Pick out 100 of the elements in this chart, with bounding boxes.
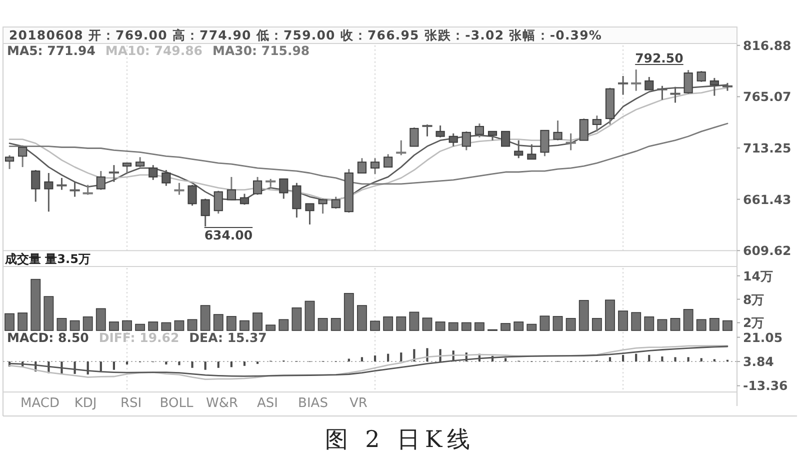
bar (387, 354, 390, 362)
bar (631, 312, 642, 331)
y-tick-label: 2万 (743, 315, 765, 330)
bar (213, 314, 224, 331)
bar (360, 357, 364, 362)
bar (370, 320, 380, 331)
bar (409, 312, 420, 331)
text: VR (350, 396, 368, 411)
bar (661, 356, 664, 362)
bar (70, 320, 80, 331)
bar (461, 322, 472, 331)
bar (226, 316, 236, 331)
y-tick-label: 609.62 (743, 243, 792, 258)
bar (709, 318, 720, 331)
bar (540, 316, 550, 331)
bar (18, 312, 28, 331)
bar (687, 357, 690, 362)
y-tick-label: 661.43 (743, 192, 792, 207)
bar (243, 362, 246, 366)
bar (504, 358, 507, 362)
bar (191, 362, 194, 368)
bar (178, 362, 180, 366)
bar (4, 313, 14, 331)
bar (400, 352, 402, 362)
bar (122, 320, 132, 331)
text: 图 2 日K线 (324, 427, 476, 453)
bar (165, 362, 168, 364)
bar (278, 319, 289, 331)
text: W&R (206, 396, 238, 411)
bar (240, 320, 250, 331)
bar (448, 322, 458, 331)
bar (230, 362, 232, 368)
bar (435, 322, 446, 331)
y-tick-label: 14万 (743, 268, 774, 284)
bar (60, 362, 63, 374)
text: BOLL (160, 396, 194, 411)
text: RSI (120, 396, 142, 411)
bar (292, 307, 302, 331)
bar (217, 362, 220, 368)
line-series (8, 122, 728, 185)
y-tick-label: 713.25 (743, 140, 792, 156)
y-tick-label: 3.84 (743, 354, 774, 370)
bar (648, 354, 650, 362)
note: 792.50 (634, 50, 684, 66)
bar (683, 309, 694, 331)
bar (96, 308, 106, 331)
bar (374, 355, 376, 362)
legend: MACD: 8.50 DIFF: 19.62 DEA: 15.37 (7, 330, 267, 345)
text: BIAS (298, 396, 328, 411)
bar (605, 300, 615, 331)
y-tick-label: -13.36 (743, 378, 788, 394)
bar (514, 322, 524, 331)
bar (722, 320, 732, 331)
bar (635, 354, 638, 362)
bar (618, 310, 628, 331)
bar (148, 322, 158, 331)
bar (696, 319, 706, 331)
bar (578, 300, 589, 331)
bar (500, 323, 511, 331)
text: KDJ (74, 396, 97, 411)
bar (126, 362, 128, 364)
bar (108, 322, 119, 331)
text: ASI (257, 396, 278, 411)
y-tick-label: 816.88 (743, 38, 792, 53)
bar (174, 320, 184, 331)
bar (657, 319, 668, 331)
bar (552, 316, 563, 331)
bar (187, 319, 198, 331)
note: 634.00 (204, 226, 254, 242)
chart-subtitle: 20180608 开：769.00 高：774.90 低：759.00 收：766.95 张跌：-3.02 张幅：-0.39% (9, 28, 602, 42)
bar (608, 357, 612, 362)
bar (566, 318, 576, 331)
bar (252, 312, 263, 331)
bar (112, 362, 115, 370)
bar (204, 362, 206, 370)
chart-title: 成交量 量3.5万 (4, 252, 90, 266)
bar (161, 322, 172, 331)
bar (592, 318, 602, 331)
text: MACD (20, 396, 60, 411)
bar (318, 318, 328, 331)
bar (200, 305, 210, 331)
bar (100, 362, 102, 372)
bar (644, 316, 654, 331)
bar (266, 324, 276, 331)
bar (56, 318, 67, 331)
y-tick-label: 21.05 (743, 330, 783, 345)
bar (344, 292, 354, 331)
bar (700, 358, 702, 362)
bar (30, 278, 41, 331)
bar (713, 359, 716, 362)
bar (357, 305, 367, 331)
bar (348, 358, 350, 362)
y-tick-label: 765.07 (743, 89, 792, 104)
bar (304, 300, 315, 331)
bar (622, 354, 624, 362)
bar (422, 318, 432, 331)
bar (383, 316, 394, 331)
bar (670, 318, 680, 331)
bar (674, 357, 676, 362)
bar (44, 296, 54, 331)
